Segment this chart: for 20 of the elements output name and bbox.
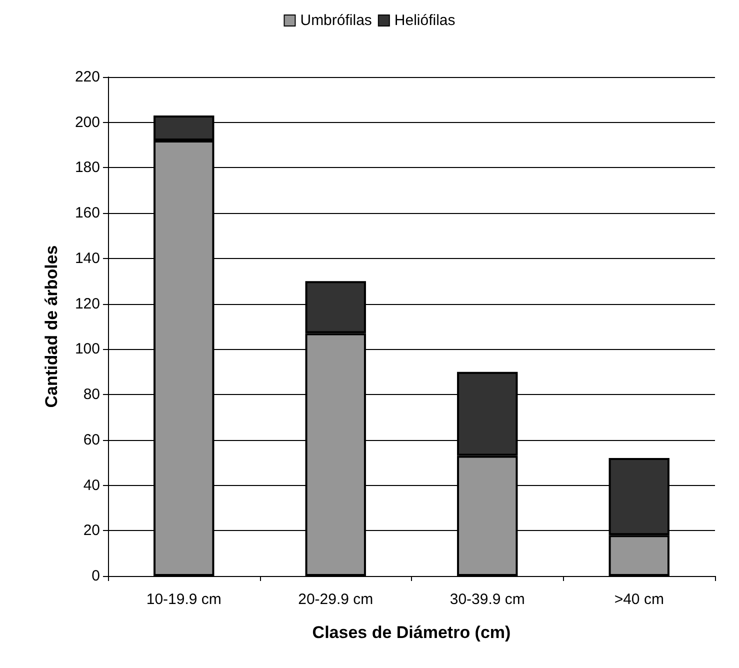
y-tick-label: 40 xyxy=(83,476,100,494)
x-axis-title: Clases de Diámetro (cm) xyxy=(312,623,511,642)
y-tick-label: 0 xyxy=(92,568,100,584)
y-tick-label: 60 xyxy=(83,431,100,448)
y-tick-label: 160 xyxy=(74,204,100,222)
y-tick-label: 220 xyxy=(74,68,100,86)
y-tick-label: 100 xyxy=(74,340,100,358)
y-tick-label: 20 xyxy=(83,522,100,540)
x-tick-label: 10-19.9 cm xyxy=(146,591,222,608)
y-tick-label: 80 xyxy=(83,386,100,404)
y-tick-label: 140 xyxy=(74,250,100,267)
y-tick-label: 200 xyxy=(74,114,100,131)
y-axis-title: Cantidad de árboles xyxy=(42,245,61,408)
legend-label: Umbrófilas xyxy=(300,12,372,29)
x-tick-label: >40 cm xyxy=(614,591,664,608)
x-tick-label: 20-29.9 cm xyxy=(298,591,374,608)
x-tick-label: 30-39.9 cm xyxy=(450,591,525,608)
y-tick-label: 180 xyxy=(74,159,100,176)
y-tick-label: 120 xyxy=(74,295,100,312)
legend-label: Heliófilas xyxy=(394,12,456,29)
